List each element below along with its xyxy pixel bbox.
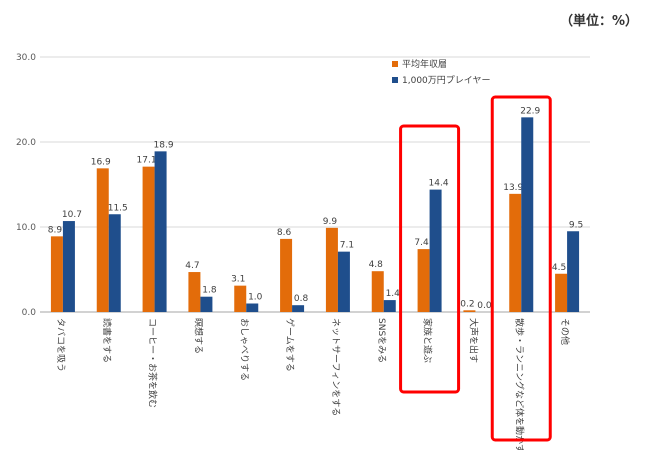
y-tick-label: 20.0 — [16, 138, 36, 148]
data-label: 7.4 — [414, 238, 429, 248]
bar-average-income — [555, 273, 568, 312]
bar-average-income — [234, 285, 247, 312]
y-tick-label: 10.0 — [16, 223, 36, 233]
data-label: 17.1 — [137, 156, 157, 166]
bar-average-income — [463, 310, 476, 312]
bar-10m-player — [62, 221, 75, 312]
data-label: 4.7 — [185, 261, 199, 271]
category-label: ゲームをする — [284, 318, 296, 372]
category-label: その他 — [559, 318, 571, 345]
bar-average-income — [50, 236, 63, 312]
category-label: タバコを吸う — [55, 318, 66, 372]
bar-10m-player — [108, 214, 121, 312]
legend-label: 平均年収層 — [402, 58, 447, 70]
bar-10m-player — [292, 305, 305, 312]
data-label: 0.2 — [460, 299, 474, 309]
legend-swatch — [392, 77, 398, 83]
unit-label: （単位：%） — [559, 14, 638, 29]
data-label: 1.4 — [386, 289, 401, 299]
data-label: 7.1 — [340, 241, 354, 251]
bar-average-income — [509, 193, 522, 312]
category-label: 読書をする — [101, 318, 113, 363]
bar-10m-player — [429, 189, 442, 312]
bar-10m-player — [383, 300, 396, 312]
category-label: 瞑想する — [192, 318, 204, 354]
category-label: 家族と遊ぶ — [422, 318, 434, 363]
data-label: 9.5 — [569, 220, 583, 230]
category-label: 大声を出す — [467, 318, 479, 363]
highlight-box — [399, 124, 461, 394]
data-label: 14.4 — [429, 179, 449, 189]
bar-average-income — [188, 272, 201, 312]
category-label: ネットサーフィンをする — [330, 318, 341, 416]
bar-average-income — [280, 238, 293, 312]
y-tick-label: 0.0 — [22, 308, 37, 318]
legend-label: 1,000万円プレイヤー — [402, 75, 491, 86]
bar-10m-player — [154, 151, 167, 312]
data-label: 10.7 — [62, 210, 82, 220]
bar-10m-player — [337, 251, 350, 312]
data-label: 4.8 — [369, 260, 384, 270]
bar-average-income — [371, 271, 384, 312]
data-label: 22.9 — [520, 106, 540, 116]
category-label: コーヒー・お茶を飲む — [147, 318, 159, 408]
bar-average-income — [96, 168, 109, 312]
bar-10m-player — [521, 117, 534, 312]
category-label: おしゃべりする — [238, 318, 249, 381]
data-label: 1.0 — [248, 293, 263, 303]
bar-average-income — [417, 249, 430, 312]
bar-10m-player — [200, 296, 213, 312]
category-label: 散歩・ランニングなど体を動かす — [513, 318, 525, 450]
bar-10m-player — [246, 303, 259, 312]
data-label: 0.8 — [294, 294, 309, 304]
data-label: 8.6 — [277, 228, 292, 238]
data-label: 8.9 — [48, 225, 63, 235]
data-label: 13.9 — [503, 183, 523, 193]
data-label: 0.0 — [477, 301, 492, 311]
bar-average-income — [325, 227, 338, 312]
y-tick-label: 30.0 — [16, 53, 36, 63]
data-label: 4.5 — [552, 263, 566, 273]
category-label: SNSをみる — [376, 318, 387, 363]
data-label: 3.1 — [231, 275, 245, 285]
data-label: 1.8 — [202, 286, 217, 296]
highlight-box — [490, 95, 552, 442]
data-label: 16.9 — [91, 157, 111, 167]
data-label: 18.9 — [154, 140, 174, 150]
legend-swatch — [392, 61, 398, 67]
bar-average-income — [142, 166, 155, 312]
bar-10m-player — [567, 231, 580, 312]
data-label: 11.5 — [108, 203, 128, 213]
data-label: 9.9 — [323, 217, 338, 227]
